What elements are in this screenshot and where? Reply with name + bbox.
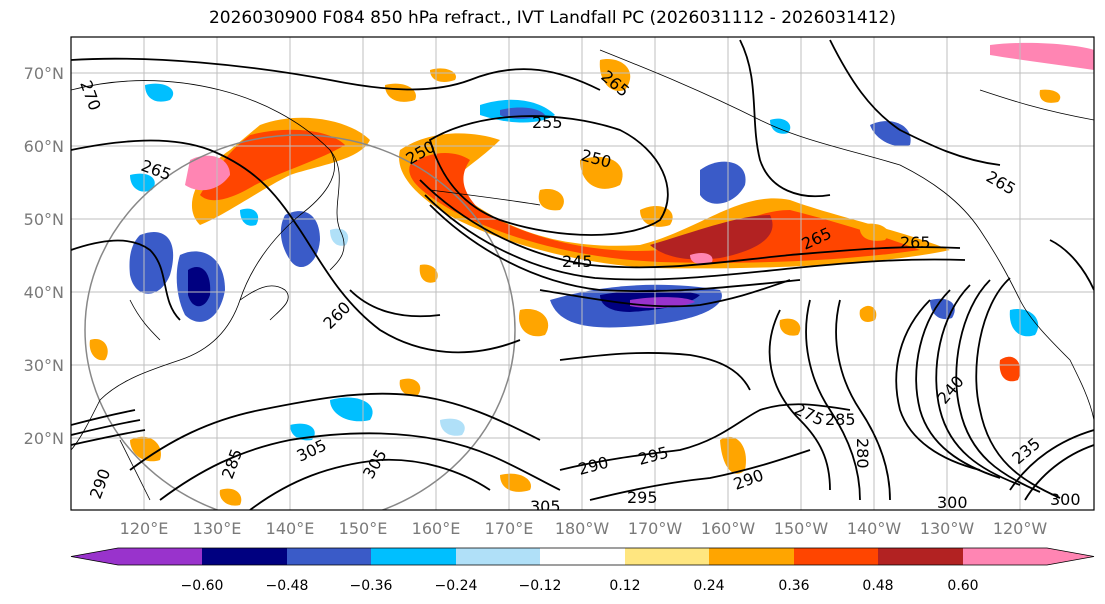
colorbar-tick-label: 0.60	[947, 578, 978, 594]
colorbar-swatch	[963, 548, 1047, 565]
lon-label: 140°W	[847, 519, 902, 538]
colorbar-tick-label: −0.60	[181, 578, 224, 594]
contour-label: 280	[853, 438, 872, 469]
lat-label: 50°N	[24, 210, 64, 229]
lon-label: 150°E	[339, 519, 388, 538]
contour-label: 305	[530, 497, 561, 516]
colorbar-tick-label: 0.36	[778, 578, 809, 594]
lon-label: 170°E	[485, 519, 534, 538]
lon-label: 120°W	[993, 519, 1048, 538]
refractivity-contours	[71, 39, 1094, 510]
colorbar-swatch	[456, 548, 540, 565]
graticule	[71, 37, 1094, 510]
lon-label: 140°E	[266, 519, 315, 538]
lat-label: 40°N	[24, 283, 64, 302]
colorbar-swatch	[202, 548, 287, 565]
lat-label: 70°N	[24, 64, 64, 83]
contour-label: 295	[627, 488, 658, 507]
colorbar-swatches	[70, 547, 1095, 566]
colorbar-swatch	[287, 548, 371, 565]
colorbar-swatch	[625, 548, 709, 565]
longitude-labels: 120°E 130°E 140°E 150°E 160°E 170°E 180°…	[120, 519, 1048, 538]
contour-label: 245	[562, 252, 593, 271]
lat-label: 30°N	[24, 356, 64, 375]
colorbar-swatch	[118, 548, 202, 565]
colorbar-swatch	[371, 548, 456, 565]
lon-label: 150°W	[774, 519, 829, 538]
colorbar-swatch	[878, 548, 963, 565]
map-title: 2026030900 F084 850 hPa refract., IVT La…	[208, 8, 896, 28]
lat-label: 60°N	[24, 137, 64, 156]
colorbar-swatch	[540, 548, 625, 565]
colorbar-outline	[70, 547, 1095, 566]
colorbar-tick-label: −0.24	[435, 578, 478, 594]
lon-label: 170°W	[628, 519, 683, 538]
map-frame	[70, 36, 1095, 511]
colorbar-tick-label: 0.24	[693, 578, 724, 594]
lat-label: 20°N	[24, 429, 64, 448]
lon-label: 130°W	[920, 519, 975, 538]
lon-label: 120°E	[120, 519, 169, 538]
lon-label: 130°E	[193, 519, 242, 538]
contour-label: 255	[532, 113, 563, 132]
colorbar-tick-labels: −0.60 −0.48 −0.36 −0.24 −0.12 0.12 0.24 …	[181, 578, 979, 594]
colorbar-tick-label: −0.48	[266, 578, 309, 594]
contour-label: 300	[937, 493, 968, 512]
positive-anomaly-shading	[89, 42, 1094, 506]
range-ring	[84, 134, 516, 510]
colorbar-extend-low	[71, 548, 118, 565]
colorbar-tick-label: −0.36	[350, 578, 393, 594]
colorbar-tick-label: 0.12	[609, 578, 640, 594]
lon-label: 180°W	[555, 519, 610, 538]
colorbar-tick-label: −0.12	[519, 578, 562, 594]
lon-label: 160°E	[412, 519, 461, 538]
contour-label: 285	[825, 410, 856, 429]
colorbar-swatch	[794, 548, 878, 565]
lon-label: 160°W	[701, 519, 756, 538]
contour-label: 300	[1050, 490, 1081, 509]
colorbar-swatch	[709, 548, 794, 565]
colorbar-tick-label: 0.48	[862, 578, 893, 594]
coastlines	[71, 49, 1094, 501]
colorbar-extend-high	[1047, 548, 1094, 565]
contour-label: 265	[900, 233, 931, 252]
latitude-labels: 70°N 60°N 50°N 40°N 30°N 20°N	[24, 64, 64, 448]
